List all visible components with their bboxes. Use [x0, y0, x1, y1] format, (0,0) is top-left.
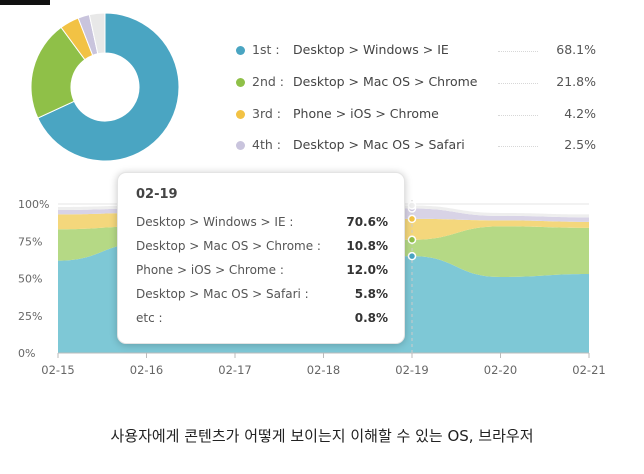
x-tick-label: 02-15 [41, 363, 74, 377]
donut-chart [30, 12, 180, 162]
area-series [58, 205, 589, 218]
legend-value: 68.1% [556, 42, 596, 57]
hover-point [407, 251, 417, 261]
chart-tooltip: 02-19 Desktop > Windows > IE :70.6% Deskt… [117, 172, 405, 344]
tooltip-value: 12.0% [346, 263, 388, 277]
legend-item: 2nd : Desktop > Mac OS > Chrome 21.8% [236, 72, 596, 94]
caption-text: 사용자에게 콘텐츠가 어떻게 보이는지 이해할 수 있는 OS, 브라우저 [110, 427, 534, 445]
y-tick-label: 100% [18, 198, 49, 211]
tooltip-value: 70.6% [346, 215, 388, 229]
legend-dot [236, 78, 245, 87]
donut-slice [88, 12, 106, 55]
tooltip-label: etc : [136, 311, 163, 325]
legend-dot [236, 110, 245, 119]
legend-label: Desktop > Mac OS > Chrome [293, 74, 478, 89]
donut-slice [30, 26, 86, 119]
x-tick-label: 02-16 [130, 363, 163, 377]
legend-rank: 3rd : [252, 106, 281, 121]
legend-rank: 2nd : [252, 74, 284, 89]
tooltip-row: Desktop > Windows > IE : 70.6% [136, 215, 388, 235]
legend-value: 21.8% [556, 74, 596, 89]
legend-item: 1st : Desktop > Windows > IE 68.1% [236, 40, 596, 62]
tooltip-row: etc : 0.8% [136, 311, 388, 331]
tooltip-title: 02-19 [136, 187, 178, 202]
legend-rank: 1st : [252, 42, 280, 57]
hover-point [407, 201, 417, 210]
legend-item: 3rd : Phone > iOS > Chrome 4.2% [236, 104, 596, 126]
x-tick-label: 02-20 [484, 363, 517, 377]
tooltip-label: Phone > iOS > Chrome : [136, 263, 284, 277]
x-tick-label: 02-21 [572, 363, 605, 377]
legend-label: Phone > iOS > Chrome [293, 106, 439, 121]
tooltip-label: Desktop > Mac OS > Safari : [136, 287, 309, 301]
tooltip-row: Phone > iOS > Chrome : 12.0% [136, 263, 388, 283]
y-tick-label: 50% [18, 273, 42, 286]
legend-leader-line [498, 51, 538, 52]
tooltip-label: Desktop > Windows > IE : [136, 215, 294, 229]
tooltip-row: Desktop > Mac OS > Safari : 5.8% [136, 287, 388, 307]
tooltip-value: 0.8% [354, 311, 388, 325]
legend-label: Desktop > Mac OS > Safari [293, 137, 465, 152]
legend-dot [236, 46, 245, 55]
x-tick-label: 02-17 [218, 363, 251, 377]
y-tick-label: 75% [18, 235, 42, 248]
header-bar-fragment [0, 0, 50, 5]
legend-leader-line [498, 146, 538, 147]
tooltip-value: 10.8% [346, 239, 388, 253]
hover-point [407, 214, 417, 224]
x-tick-label: 02-19 [395, 363, 428, 377]
y-tick-label: 0% [18, 347, 35, 360]
y-tick-label: 25% [18, 310, 42, 323]
legend-dot [236, 141, 245, 150]
hover-point [407, 235, 417, 245]
tooltip-label: Desktop > Mac OS > Chrome : [136, 239, 321, 253]
legend-value: 4.2% [564, 106, 596, 121]
legend-leader-line [498, 115, 538, 116]
legend-rank: 4th : [252, 137, 281, 152]
donut-slice [37, 12, 180, 162]
legend-label: Desktop > Windows > IE [293, 42, 449, 57]
legend-leader-line [498, 83, 538, 84]
legend-value: 2.5% [564, 137, 596, 152]
legend-item: 4th : Desktop > Mac OS > Safari 2.5% [236, 135, 596, 157]
tooltip-row: Desktop > Mac OS > Chrome : 10.8% [136, 239, 388, 259]
tooltip-value: 5.8% [354, 287, 388, 301]
x-tick-label: 02-18 [307, 363, 340, 377]
